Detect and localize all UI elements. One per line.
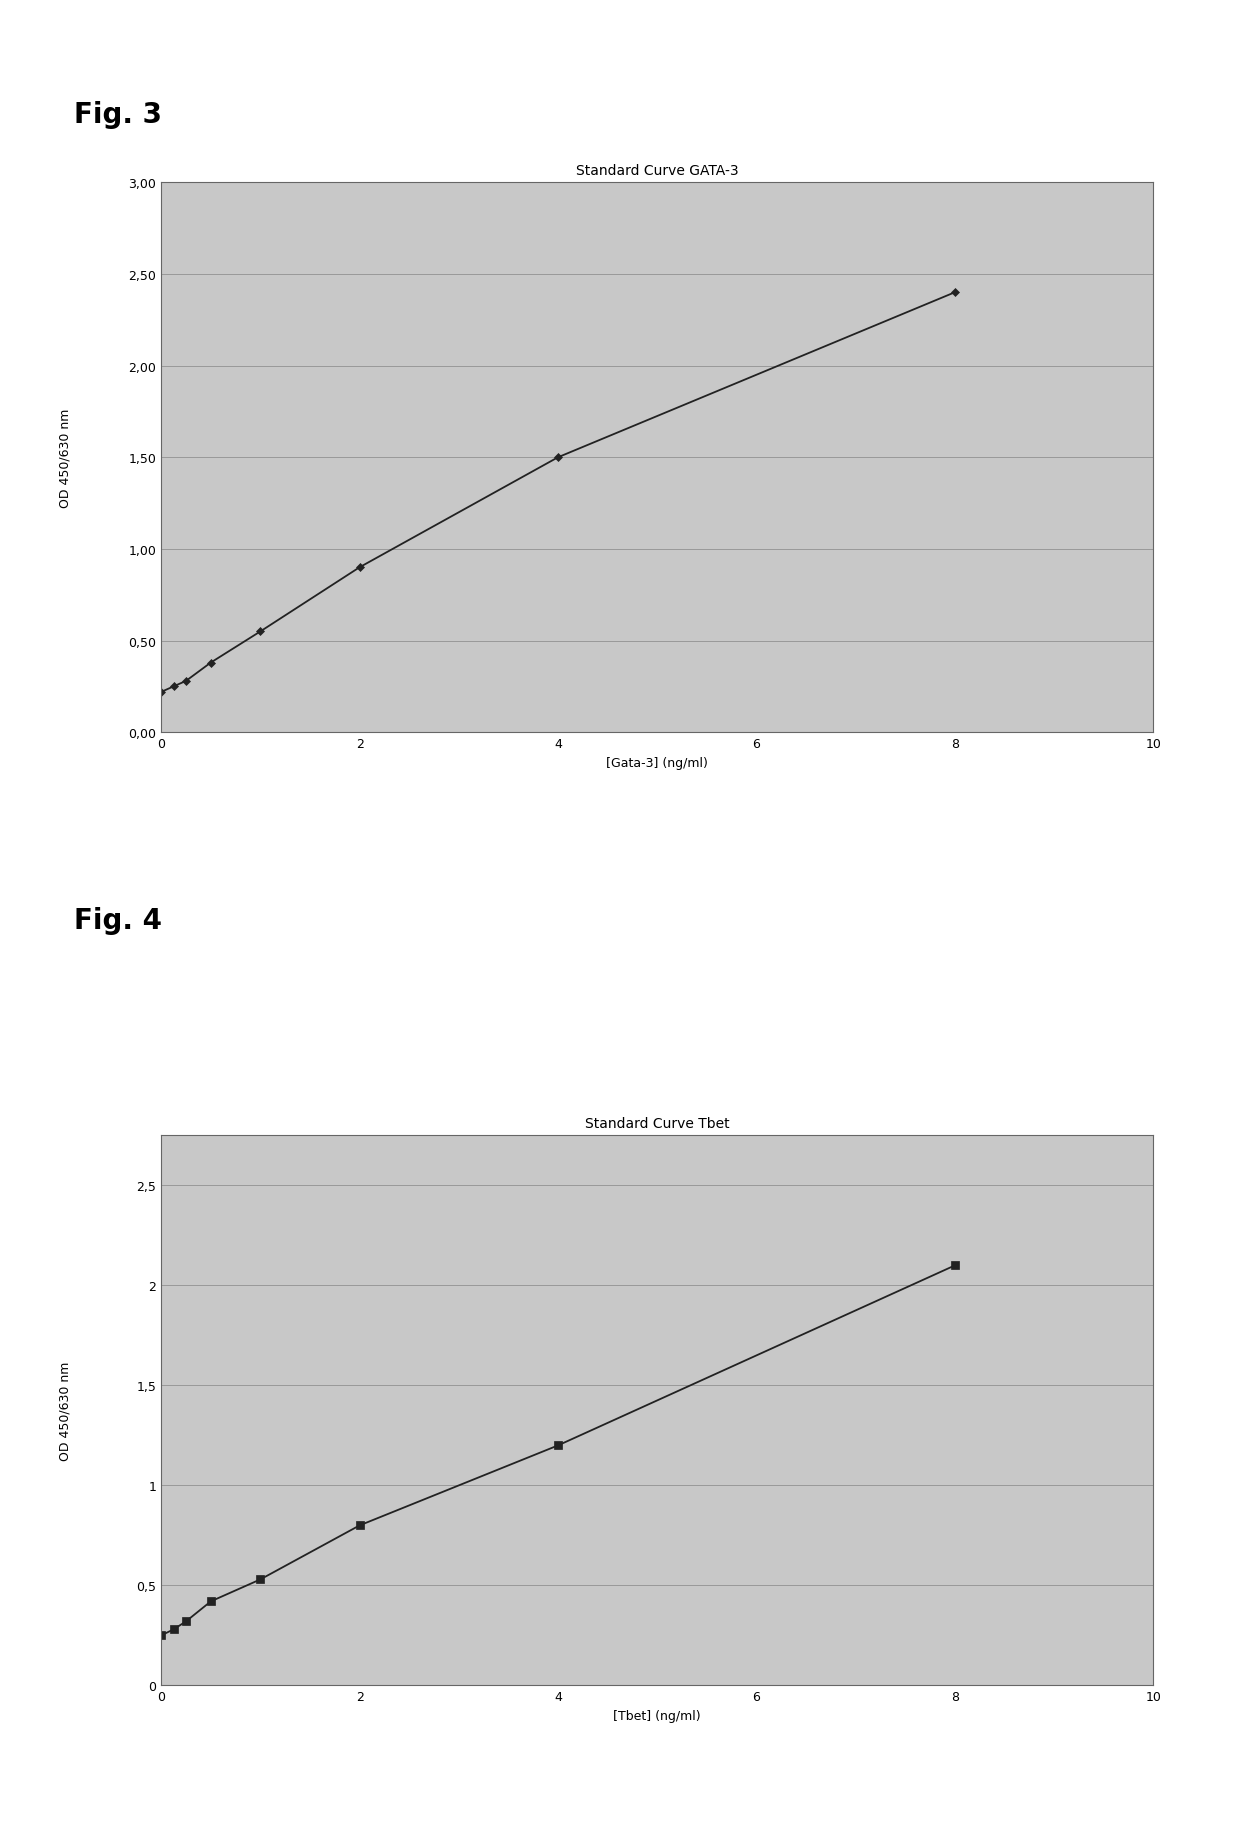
Y-axis label: OD 450/630 nm: OD 450/630 nm	[60, 1361, 72, 1460]
X-axis label: [Tbet] (ng/ml): [Tbet] (ng/ml)	[614, 1709, 701, 1722]
X-axis label: [Gata-3] (ng/ml): [Gata-3] (ng/ml)	[606, 757, 708, 769]
Title: Standard Curve Tbet: Standard Curve Tbet	[585, 1116, 729, 1130]
Title: Standard Curve GATA-3: Standard Curve GATA-3	[575, 163, 739, 178]
Text: Fig. 3: Fig. 3	[74, 101, 162, 128]
Text: Fig. 4: Fig. 4	[74, 907, 162, 934]
Y-axis label: OD 450/630 nm: OD 450/630 nm	[60, 409, 72, 507]
